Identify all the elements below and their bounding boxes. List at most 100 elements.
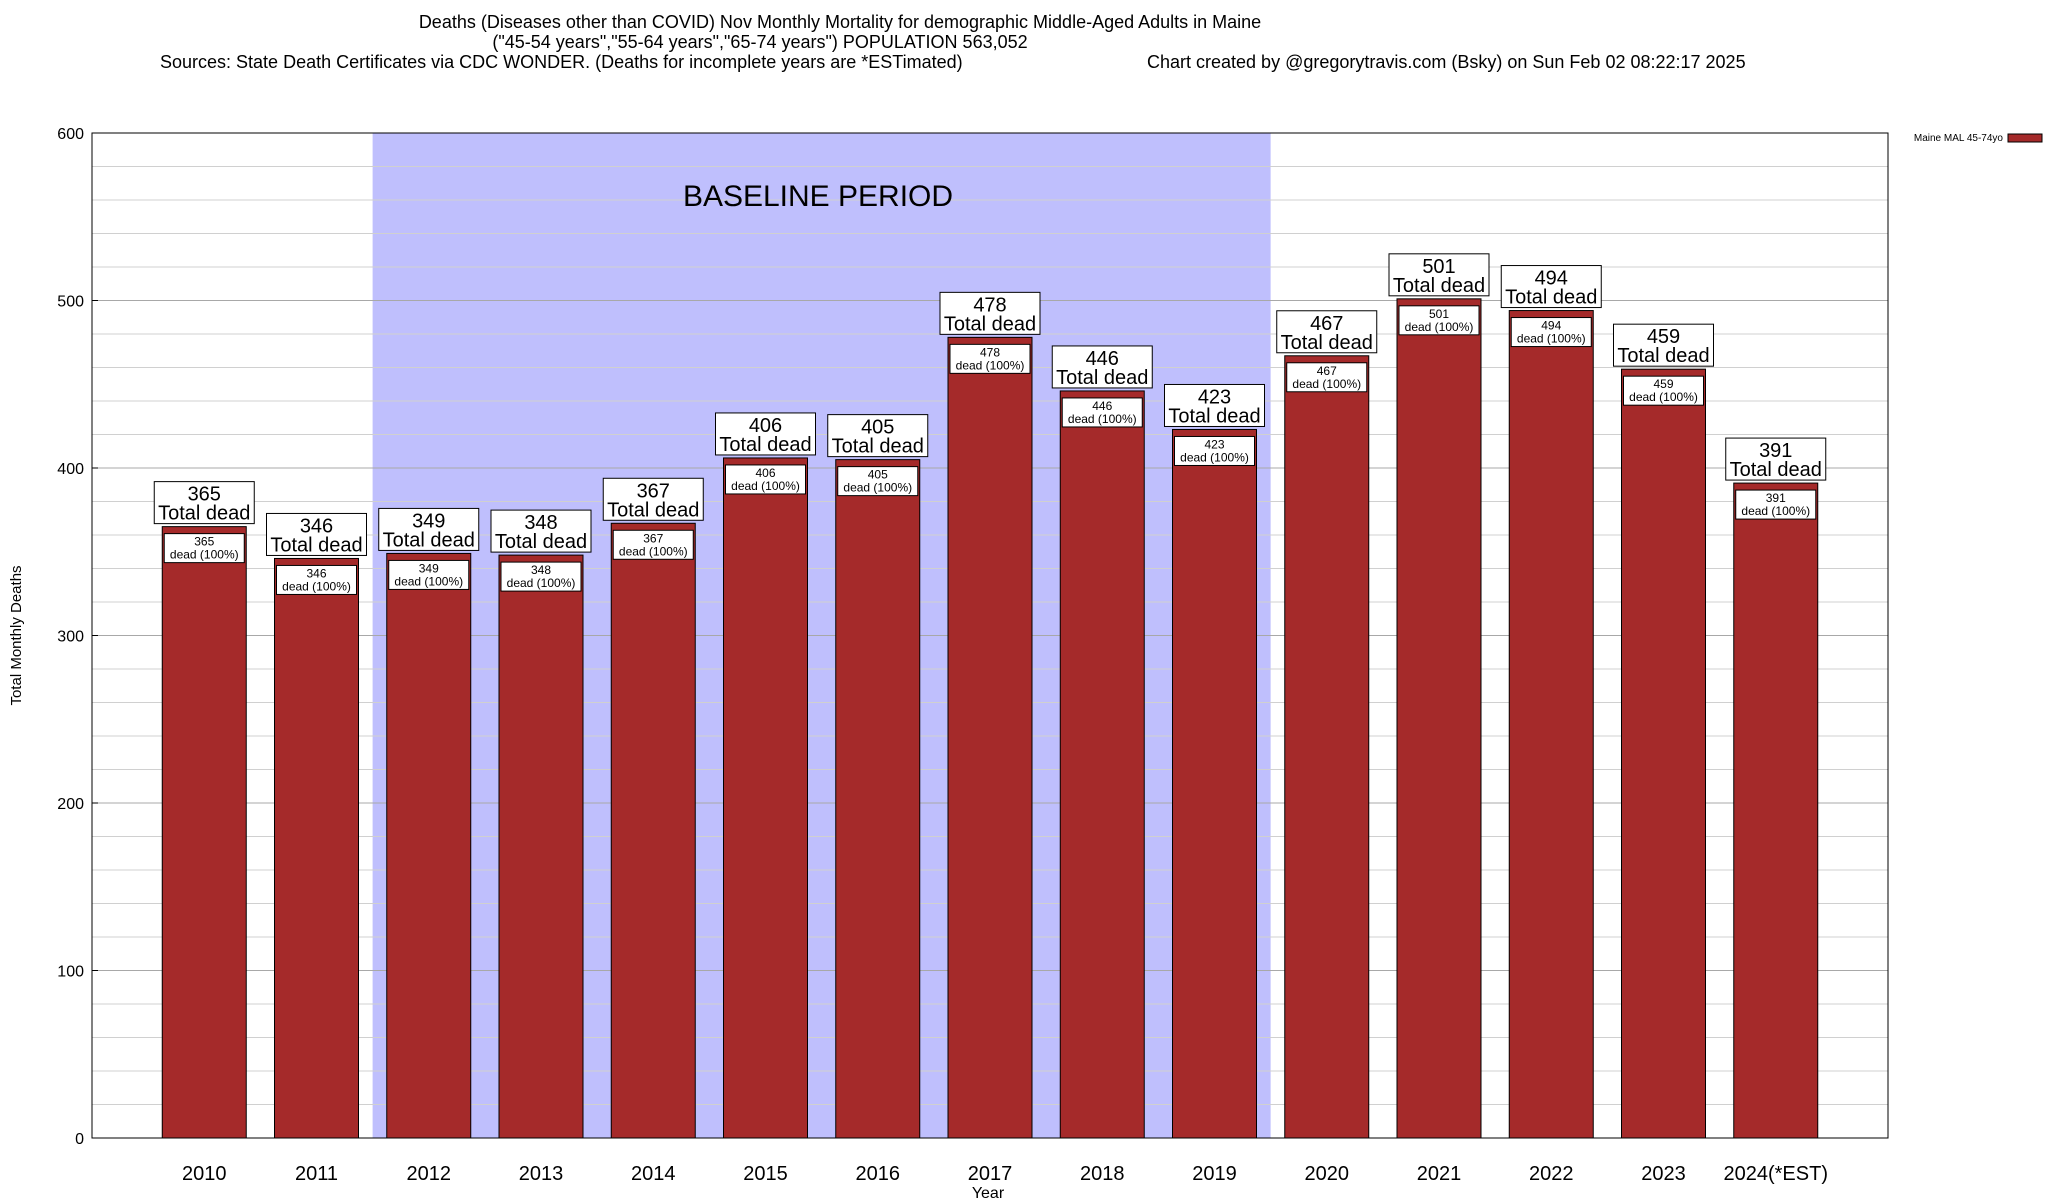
bar-total-suffix: Total dead [832, 436, 924, 458]
bar-inner-label-box [837, 466, 919, 497]
bar-total-value: 467 [1310, 313, 1343, 335]
x-tick-label: 2014 [631, 1163, 676, 1185]
bar-inner-value: 459 [1653, 377, 1673, 391]
bar-total-suffix: Total dead [1730, 459, 1822, 481]
bar-inner-label-box [1510, 317, 1592, 348]
bar-inner-value: 367 [643, 531, 663, 545]
bar-total-label-box [715, 412, 816, 456]
bar-total-label-box [1725, 437, 1827, 481]
bar-total-label-box [1388, 253, 1490, 297]
bar-inner-value: 494 [1541, 319, 1561, 333]
y-tick-label: 200 [57, 796, 84, 813]
legend-swatch [2007, 133, 2043, 143]
bar-total-label-box [153, 481, 255, 525]
bar-total-suffix: Total dead [607, 499, 699, 521]
x-tick-label: 2011 [295, 1163, 338, 1185]
bar-total-label-box [1276, 310, 1378, 354]
bar-inner-value: 391 [1766, 491, 1786, 505]
bar-total-label-box [1051, 345, 1153, 389]
y-tick-label: 600 [57, 126, 84, 143]
bar-2016 [835, 459, 921, 1139]
bar-inner-percent: dead (100%) [619, 544, 688, 558]
y-tick-label: 300 [57, 629, 84, 646]
bar-total-value: 423 [1198, 386, 1231, 408]
bar-inner-percent: dead (100%) [956, 358, 1025, 372]
bar-inner-percent: dead (100%) [1741, 504, 1810, 518]
bar-inner-percent: dead (100%) [394, 574, 463, 588]
bar-total-value: 405 [861, 417, 894, 439]
bar-inner-value: 423 [1204, 437, 1224, 451]
bar-inner-label-box [1174, 435, 1255, 466]
bar-inner-percent: dead (100%) [507, 576, 576, 590]
chart-title: Deaths (Diseases other than COVID) Nov M… [418, 12, 1262, 32]
bar-2018 [1059, 390, 1145, 1139]
bar-2019 [1172, 428, 1257, 1139]
bar-inner-label-box [612, 529, 694, 560]
bar-2010 [161, 526, 247, 1139]
x-tick-label: 2015 [743, 1163, 788, 1185]
bar-2020 [1284, 355, 1370, 1139]
bar-total-value: 478 [973, 294, 1006, 316]
x-tick-label: 2024(*EST) [1724, 1163, 1829, 1185]
bar-total-value: 365 [188, 484, 221, 506]
bar-inner-label-box [725, 464, 806, 495]
bar-total-suffix: Total dead [1168, 405, 1260, 427]
y-tick-label: 400 [57, 461, 84, 478]
bar-total-label-box [378, 507, 480, 551]
bar-total-value: 459 [1647, 326, 1680, 348]
bar-inner-value: 405 [868, 468, 888, 482]
bar-inner-value: 346 [306, 566, 326, 580]
bar-2015 [723, 457, 808, 1139]
x-tick-label: 2013 [519, 1163, 564, 1185]
y-tick-label: 0 [75, 1131, 84, 1148]
bar-total-suffix: Total dead [270, 534, 362, 556]
bar-inner-value: 478 [980, 345, 1000, 359]
bar-inner-value: 348 [531, 563, 551, 577]
bar-inner-label-box [500, 561, 582, 592]
bar-inner-percent: dead (100%) [731, 479, 800, 493]
bar-total-suffix: Total dead [1393, 275, 1485, 297]
x-tick-label: 2018 [1080, 1163, 1125, 1185]
bar-total-label-box [1613, 323, 1714, 367]
bar-total-label-box [1500, 265, 1602, 309]
x-axis-label: Year [972, 1185, 1005, 1200]
x-tick-label: 2012 [407, 1163, 452, 1185]
x-tick-label: 2017 [968, 1163, 1013, 1185]
bar-total-value: 346 [300, 515, 333, 537]
bar-total-suffix: Total dead [1056, 367, 1148, 389]
y-tick-label: 500 [57, 294, 84, 311]
bar-inner-value: 446 [1092, 399, 1112, 413]
bar-inner-label-box [163, 533, 245, 564]
bar-inner-percent: dead (100%) [1292, 377, 1361, 391]
x-tick-label: 2010 [182, 1163, 227, 1185]
bar-total-value: 349 [412, 510, 445, 532]
x-tick-label: 2019 [1192, 1163, 1237, 1185]
bar-inner-value: 501 [1429, 307, 1449, 321]
baseline-period-label: BASELINE PERIOD [683, 180, 953, 213]
bar-total-suffix: Total dead [1281, 332, 1373, 354]
bar-total-label-box [490, 509, 592, 553]
bar-total-suffix: Total dead [944, 313, 1036, 335]
bar-inner-label-box [1398, 305, 1480, 336]
bar-2023 [1621, 368, 1706, 1139]
bar-inner-percent: dead (100%) [1068, 412, 1137, 426]
bar-total-label-box [266, 512, 367, 556]
chart-subtitle: ("45-54 years","55-64 years","65-74 year… [492, 32, 1028, 52]
bar-inner-percent: dead (100%) [282, 579, 351, 593]
bar-inner-percent: dead (100%) [843, 481, 912, 495]
bar-2014 [610, 522, 696, 1139]
bar-inner-label-box [276, 564, 357, 595]
x-tick-label: 2023 [1641, 1163, 1686, 1185]
plot-border [91, 132, 1889, 1139]
bar-inner-percent: dead (100%) [1629, 390, 1698, 404]
bar-total-value: 367 [637, 480, 670, 502]
bar-inner-value: 467 [1317, 364, 1337, 378]
bar-inner-percent: dead (100%) [1180, 450, 1249, 464]
chart-credit: Chart created by @gregorytravis.com (Bsk… [1147, 52, 1746, 72]
bar-total-value: 494 [1535, 268, 1568, 290]
bar-total-label-box [827, 414, 929, 458]
bar-inner-label-box [1286, 362, 1368, 393]
bar-inner-value: 349 [419, 561, 439, 575]
bar-inner-percent: dead (100%) [1405, 320, 1474, 334]
bar-2013 [498, 554, 584, 1139]
